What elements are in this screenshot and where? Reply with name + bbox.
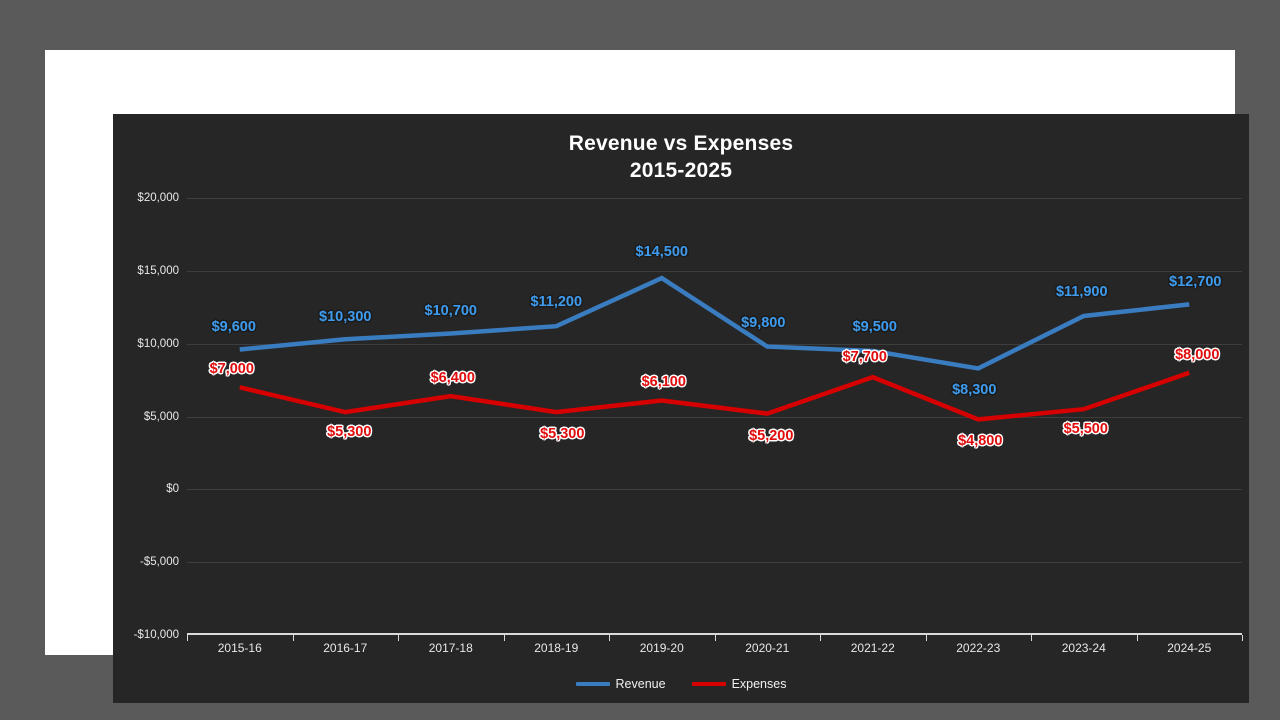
gridline [187, 416, 1242, 418]
y-axis-label: $10,000 [137, 337, 179, 350]
axis-tick [609, 635, 610, 641]
chart-panel[interactable]: Revenue vs Expenses 2015-2025 $20,000 $15… [113, 114, 1249, 703]
axis-tick [1031, 635, 1032, 641]
data-label-expenses: $5,500 [1063, 421, 1108, 438]
legend-label: Revenue [615, 677, 666, 691]
axis-tick [1242, 635, 1243, 641]
series-line-revenue[interactable] [240, 278, 1190, 368]
y-axis-label: $15,000 [137, 264, 179, 277]
data-label-revenue: $10,300 [319, 309, 372, 326]
data-label-expenses: $6,400 [430, 370, 475, 387]
legend-item-revenue[interactable]: Revenue [575, 677, 666, 691]
chart-legend: Revenue Expenses [113, 677, 1249, 691]
x-axis-label: 2021-22 [850, 641, 895, 655]
data-label-expenses: $8,000 [1175, 346, 1220, 363]
axis-tick [1136, 635, 1138, 641]
x-axis-label: 2024-25 [1167, 641, 1212, 655]
slide-frame: Revenue vs Expenses 2015-2025 $20,000 $15… [45, 50, 1249, 703]
data-label-expenses: $5,200 [749, 427, 794, 444]
x-axis-label: 2023-24 [1061, 641, 1106, 655]
axis-tick [187, 635, 188, 641]
data-label-expenses: $4,800 [958, 433, 1003, 450]
y-axis-label: -$10,000 [133, 629, 179, 641]
y-axis: $20,000 $15,000 $10,000 $5,000 $0 -$5,000 -$10… [105, 192, 179, 641]
data-label-expenses: $5,300 [540, 426, 585, 443]
axis-tick [398, 635, 399, 641]
series-line-expenses[interactable] [240, 373, 1190, 420]
gridline [187, 270, 1242, 272]
data-label-expenses: $7,700 [842, 349, 887, 366]
gridline [187, 489, 1242, 491]
gridline [187, 198, 1242, 199]
data-label-expenses: $7,000 [209, 361, 254, 378]
x-axis-label: 2020-21 [745, 641, 790, 655]
legend-label: Expenses [731, 677, 787, 691]
data-label-expenses: $5,300 [327, 424, 372, 441]
x-axis-label: 2019-20 [639, 641, 684, 655]
x-axis-label: 2017-18 [428, 641, 473, 655]
y-axis-label: $0 [166, 483, 179, 496]
y-axis-label: $5,000 [143, 410, 179, 423]
legend-swatch-icon [691, 682, 726, 686]
category-axis-line [187, 633, 1242, 635]
chart-title-subtitle: 2015-2025 [629, 159, 733, 182]
legend-item-expenses[interactable]: Expenses [691, 677, 787, 691]
x-axis-label: 2016-17 [323, 641, 368, 655]
axis-tick [503, 635, 505, 641]
plot-area [187, 198, 1243, 641]
legend-swatch-icon [575, 682, 610, 686]
y-axis-label: $20,000 [137, 192, 179, 204]
chart-title-main: Revenue vs Expenses [568, 132, 794, 155]
chart-title: Revenue vs Expenses 2015-2025 [113, 130, 1249, 184]
x-axis-label: 2018-19 [534, 641, 579, 655]
axis-tick [714, 635, 716, 641]
data-label-revenue: $11,200 [530, 294, 583, 311]
gridline [187, 343, 1242, 345]
data-label-revenue: $10,700 [424, 303, 477, 320]
series-layer [187, 198, 1242, 635]
x-axis-label: 2022-23 [956, 641, 1001, 655]
data-label-revenue: $8,300 [952, 382, 997, 399]
axis-tick [820, 635, 821, 641]
data-label-revenue: $12,700 [1169, 274, 1222, 291]
data-label-revenue: $9,600 [211, 319, 256, 336]
data-label-revenue: $9,800 [741, 314, 786, 331]
x-axis-label: 2015-16 [217, 641, 262, 655]
axis-tick [292, 635, 294, 641]
data-label-revenue: $9,500 [852, 318, 897, 335]
data-label-expenses: $6,100 [641, 374, 686, 391]
axis-tick [925, 635, 927, 641]
data-label-revenue: $11,900 [1055, 283, 1108, 300]
gridline [187, 562, 1242, 564]
data-label-revenue: $14,500 [635, 244, 688, 261]
y-axis-label: -$5,000 [139, 556, 179, 569]
